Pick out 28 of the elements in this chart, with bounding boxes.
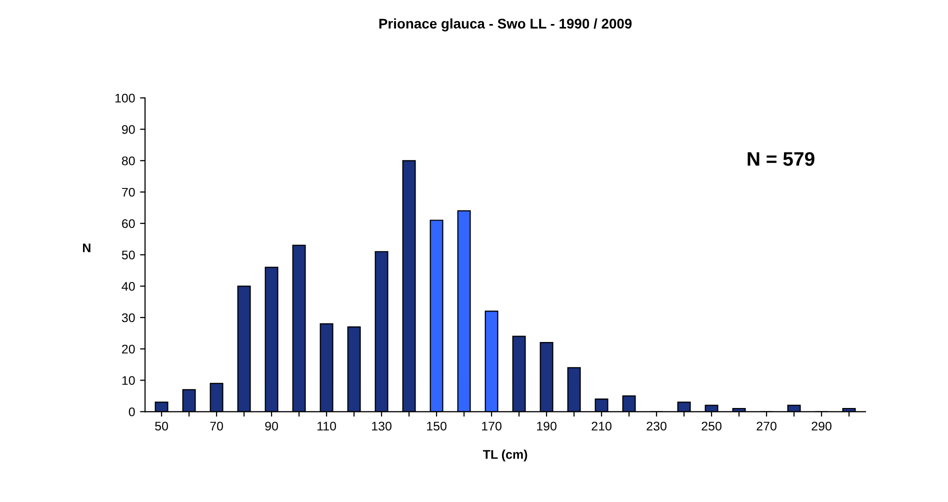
y-tick-label: 30 xyxy=(122,313,135,322)
y-tick-label: 40 xyxy=(122,282,135,291)
x-tick-label: 210 xyxy=(592,422,612,431)
y-tick-label: 20 xyxy=(122,344,135,354)
x-tick-label: 150 xyxy=(427,422,446,431)
y-axis-title: N xyxy=(83,244,90,252)
chart-title: Prionace glauca - Swo LL - 1990 / 2009 xyxy=(379,18,632,32)
x-tick-label: 70 xyxy=(210,422,224,431)
x-tick-label: 230 xyxy=(646,422,666,431)
y-tick-label: 100 xyxy=(115,94,135,103)
x-tick-label: 250 xyxy=(702,422,722,431)
x-tick-label: 190 xyxy=(537,422,556,431)
y-tick-label: 10 xyxy=(122,376,135,385)
x-tick-label: 90 xyxy=(265,422,278,431)
y-tick-label: 0 xyxy=(128,407,135,416)
y-tick-label: 80 xyxy=(122,156,135,166)
x-tick-label: 130 xyxy=(372,422,392,431)
x-axis-title: TL (cm) xyxy=(482,450,528,462)
annotation: N = 579 xyxy=(748,152,814,166)
x-tick-label: 170 xyxy=(482,422,502,431)
x-tick-label: 50 xyxy=(155,422,168,431)
x-tick-label: 110 xyxy=(318,422,336,431)
x-tick-label: 290 xyxy=(812,422,832,431)
y-tick-label: 90 xyxy=(122,125,135,134)
y-tick-label: 60 xyxy=(122,219,135,228)
x-tick-label: 270 xyxy=(756,422,776,431)
y-tick-label: 70 xyxy=(122,188,135,197)
y-tick-label: 50 xyxy=(122,250,135,260)
